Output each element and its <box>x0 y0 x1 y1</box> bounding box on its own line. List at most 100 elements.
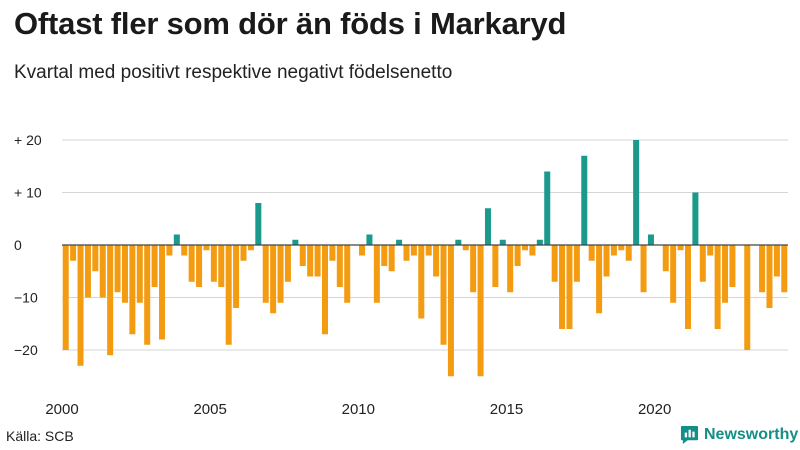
bar-negative <box>107 245 114 356</box>
bar-negative <box>62 245 69 350</box>
bar-negative <box>240 245 247 261</box>
bar-negative <box>744 245 751 350</box>
x-tick-label: 2005 <box>193 401 226 418</box>
x-axis-ticks: 2000 2005 2010 2015 2020 <box>45 401 671 418</box>
bar-negative <box>492 245 499 287</box>
bar-negative <box>225 245 232 345</box>
x-tick-label: 2000 <box>45 401 78 418</box>
bar-negative <box>381 245 388 266</box>
bar-positive <box>255 203 262 245</box>
bar-negative <box>329 245 336 261</box>
bar-negative <box>359 245 366 256</box>
bar-positive <box>499 239 506 245</box>
bar-negative <box>373 245 380 303</box>
bar-negative <box>618 245 625 251</box>
bar-negative <box>129 245 136 335</box>
bar-negative <box>722 245 729 303</box>
brand-logo[interactable]: Newsworthy <box>680 425 798 444</box>
bar-negative <box>196 245 203 287</box>
bar-positive <box>484 208 491 245</box>
bar-positive <box>581 155 588 245</box>
bar-negative <box>299 245 306 266</box>
bar-negative <box>699 245 706 282</box>
bar-positive <box>544 171 551 245</box>
y-tick-label: −10 <box>14 290 38 306</box>
bar-negative <box>766 245 773 308</box>
bar-negative <box>218 245 225 287</box>
chart-subtitle: Kvartal med positivt respektive negativt… <box>14 62 453 83</box>
bar-negative <box>410 245 417 256</box>
y-tick-label: + 10 <box>14 185 42 201</box>
bar-negative <box>121 245 128 303</box>
bar-negative <box>551 245 558 282</box>
bar-negative <box>566 245 573 329</box>
bar-negative <box>625 245 632 261</box>
bar-negative <box>447 245 454 377</box>
newsworthy-logo-icon <box>680 425 699 444</box>
bar-negative <box>181 245 188 256</box>
bar-negative <box>277 245 284 303</box>
y-tick-label: 0 <box>14 237 22 253</box>
y-axis-ticks: + 20 + 10 0 −10 −20 <box>14 132 42 358</box>
bar-negative <box>262 245 269 303</box>
bar-negative <box>433 245 440 277</box>
bar-negative <box>603 245 610 277</box>
bar-negative <box>559 245 566 329</box>
x-tick-label: 2010 <box>342 401 375 418</box>
bar-negative <box>321 245 328 335</box>
bar-negative <box>210 245 217 282</box>
bar-positive <box>692 192 699 245</box>
bar-negative <box>522 245 529 251</box>
bar-negative <box>247 245 254 251</box>
bars <box>62 140 788 377</box>
bar-negative <box>425 245 432 256</box>
bar-negative <box>418 245 425 319</box>
bar-negative <box>151 245 158 287</box>
bar-negative <box>610 245 617 256</box>
bar-negative <box>729 245 736 287</box>
bar-negative <box>144 245 151 345</box>
bar-negative <box>159 245 166 340</box>
bar-negative <box>388 245 395 272</box>
bar-negative <box>314 245 321 277</box>
bar-negative <box>477 245 484 377</box>
bar-negative <box>640 245 647 293</box>
y-tick-label: −20 <box>14 342 38 358</box>
bar-negative <box>440 245 447 345</box>
bar-negative <box>707 245 714 256</box>
bar-negative <box>84 245 91 298</box>
bar-negative <box>759 245 766 293</box>
bar-negative <box>307 245 314 277</box>
bar-positive <box>536 239 543 245</box>
bar-positive <box>633 140 640 245</box>
bar-negative <box>203 245 210 251</box>
bar-negative <box>684 245 691 329</box>
x-tick-label: 2020 <box>638 401 671 418</box>
bar-negative <box>662 245 669 272</box>
bar-negative <box>470 245 477 293</box>
bar-negative <box>70 245 77 261</box>
bar-negative <box>588 245 595 261</box>
bar-negative <box>233 245 240 308</box>
bar-negative <box>529 245 536 256</box>
bar-negative <box>773 245 780 277</box>
bar-negative <box>284 245 291 282</box>
bar-positive <box>292 239 299 245</box>
bar-positive <box>455 239 462 245</box>
bar-negative <box>99 245 106 298</box>
x-tick-label: 2015 <box>490 401 523 418</box>
gridlines <box>62 139 788 351</box>
bar-negative <box>670 245 677 303</box>
bar-negative <box>677 245 684 251</box>
bar-negative <box>344 245 351 303</box>
bar-negative <box>462 245 469 251</box>
bar-positive <box>366 234 373 245</box>
bar-negative <box>596 245 603 314</box>
bar-negative <box>92 245 99 272</box>
bar-positive <box>647 234 654 245</box>
chart-title: Oftast fler som dör än föds i Markaryd <box>14 6 567 41</box>
source-note: Källa: SCB <box>6 428 74 444</box>
brand-name: Newsworthy <box>704 425 799 443</box>
bar-positive <box>173 234 180 245</box>
